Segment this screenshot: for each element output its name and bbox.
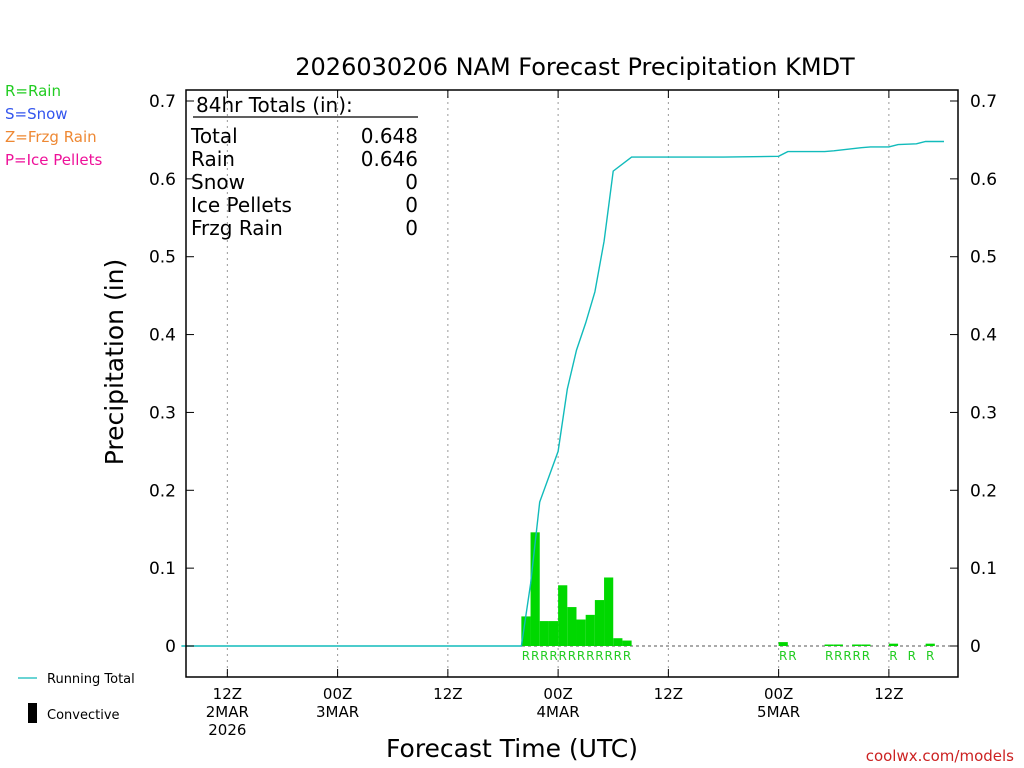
convective-legend-swatch	[28, 703, 37, 723]
totals-row-label: Ice Pellets	[191, 193, 292, 217]
legend-p-label: P=Ice Pellets	[5, 151, 102, 169]
legend-s-label: S=Snow	[5, 105, 68, 123]
y-tick-label-left: 0.6	[149, 170, 176, 190]
precip-type-label: R	[889, 649, 897, 663]
precip-type-label: R	[549, 649, 557, 663]
precip-type-label: R	[559, 649, 567, 663]
precip-bar	[622, 640, 632, 646]
precip-bar	[925, 643, 935, 646]
plot-frame	[185, 89, 959, 678]
precip-type-label: R	[853, 649, 861, 663]
precip-type-label: R	[586, 649, 594, 663]
precip-bar	[594, 600, 605, 646]
x-tick-label: 12Z	[433, 685, 462, 703]
precip-bar	[576, 619, 586, 646]
precip-bar	[824, 644, 834, 646]
precip-type-label: R	[908, 649, 916, 663]
running-total-line	[181, 140, 944, 647]
precip-type-label: R	[568, 649, 576, 663]
precip-type-label: R	[779, 649, 787, 663]
totals-row-label: Rain	[191, 147, 235, 171]
x-tick-label: 12Z	[874, 685, 903, 703]
totals-row-value: 0	[405, 193, 418, 217]
precip-type-label: R	[926, 649, 934, 663]
precip-bar	[558, 585, 568, 646]
totals-header: 84hr Totals (in):	[196, 93, 353, 117]
y-tick-label-right: 0.3	[970, 403, 997, 423]
y-tick-label-left: 0	[165, 637, 176, 657]
precip-bar	[548, 621, 559, 646]
precip-type-label: R	[577, 649, 585, 663]
y-tick-label-right: 0.4	[970, 326, 997, 346]
y-axis-title: Precipitation (in)	[100, 259, 129, 466]
x-tick-label: 00Z	[323, 685, 352, 703]
totals-row-label: Total	[190, 124, 238, 148]
precip-type-label: R	[604, 649, 612, 663]
precip-bar	[539, 621, 549, 646]
legend-z-label: Z=Frzg Rain	[5, 128, 97, 146]
precip-bar	[778, 642, 788, 646]
totals-row-value: 0.648	[361, 124, 418, 148]
precip-bar	[530, 532, 540, 646]
y-tick-label-left: 0.1	[149, 559, 176, 579]
y-tick-label-right: 0.2	[970, 481, 997, 501]
precip-bar	[613, 638, 623, 646]
y-tick-label-left: 0.7	[149, 92, 176, 112]
x-tick-label: 3MAR	[316, 703, 359, 721]
totals-row-value: 0	[405, 216, 418, 240]
precip-bar	[567, 607, 577, 646]
precip-type-label: R	[595, 649, 603, 663]
x-tick-label: 4MAR	[537, 703, 580, 721]
convective-legend-label: Convective	[47, 708, 120, 723]
precip-type-label: R	[614, 649, 622, 663]
y-tick-label-right: 0	[970, 637, 981, 657]
y-tick-label-left: 0.4	[149, 326, 176, 346]
precip-type-label: R	[788, 649, 796, 663]
y-tick-label-left: 0.2	[149, 481, 176, 501]
x-axis-title: Forecast Time (UTC)	[386, 734, 638, 763]
precip-bar	[888, 643, 899, 646]
y-tick-label-left: 0.3	[149, 403, 176, 423]
precip-bar	[833, 644, 843, 646]
x-tick-label: 12Z	[654, 685, 683, 703]
totals-row-value: 0.646	[361, 147, 418, 171]
y-tick-label-right: 0.7	[970, 92, 997, 112]
totals-row-label: Frzg Rain	[191, 216, 283, 240]
precip-type-label: R	[522, 649, 530, 663]
precip-type-label: R	[540, 649, 548, 663]
credit-text: coolwx.com/models	[866, 747, 1014, 765]
x-tick-label: 2MAR	[206, 703, 249, 721]
x-tick-label: 00Z	[543, 685, 572, 703]
precip-bar	[521, 616, 531, 646]
precip-type-label: R	[862, 649, 870, 663]
precip-type-label: R	[623, 649, 631, 663]
y-tick-label-left: 0.5	[149, 248, 176, 268]
x-tick-label: 2026	[208, 721, 246, 739]
precip-bar	[585, 614, 595, 646]
totals-row-label: Snow	[191, 170, 245, 194]
precip-bar	[604, 577, 614, 646]
precip-type-label: R	[834, 649, 842, 663]
precip-bar	[861, 644, 871, 646]
x-tick-label: 5MAR	[757, 703, 800, 721]
y-tick-label-right: 0.1	[970, 559, 997, 579]
precip-type-label: R	[531, 649, 539, 663]
y-tick-label-right: 0.6	[970, 170, 997, 190]
running-total-legend-label: Running Total	[47, 672, 135, 687]
x-tick-label: 12Z	[213, 685, 242, 703]
precip-type-label: R	[843, 649, 851, 663]
chart-title: 2026030206 NAM Forecast Precipitation KM…	[295, 53, 855, 81]
totals-row-value: 0	[405, 170, 418, 194]
precip-type-label: R	[825, 649, 833, 663]
y-tick-label-right: 0.5	[970, 248, 997, 268]
legend-r-label: R=Rain	[5, 82, 61, 100]
x-tick-label: 00Z	[764, 685, 793, 703]
precip-bar	[852, 644, 862, 646]
